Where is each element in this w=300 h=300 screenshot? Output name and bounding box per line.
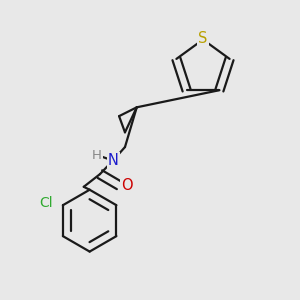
Text: O: O [122,178,133,193]
Text: Cl: Cl [39,196,52,210]
Text: H: H [92,148,102,161]
Text: S: S [198,31,208,46]
Text: N: N [108,153,118,168]
